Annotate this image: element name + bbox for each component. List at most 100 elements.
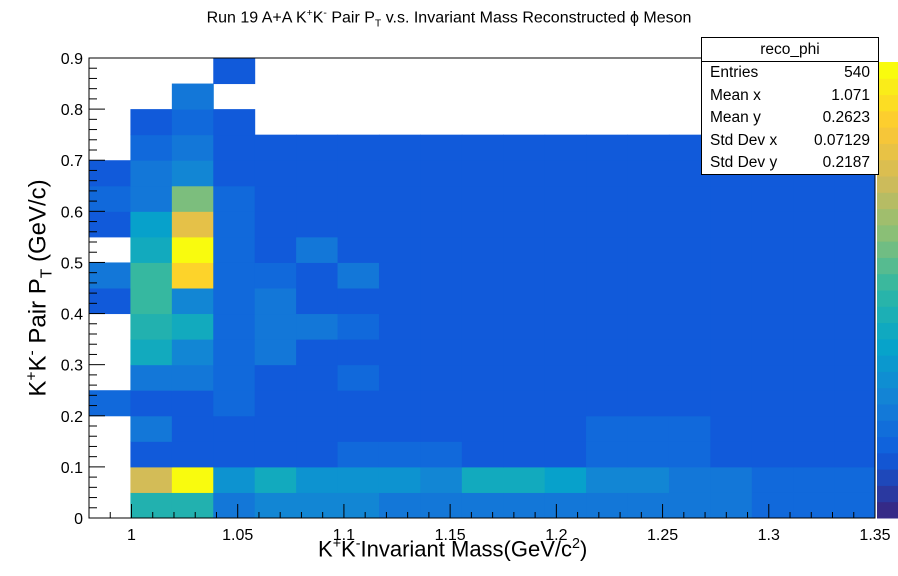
palette-segment [877, 485, 898, 503]
heatmap-cell [254, 236, 297, 263]
heatmap-cell [710, 185, 753, 212]
heatmap-cell [171, 288, 214, 315]
heatmap-cell [668, 466, 711, 493]
heatmap-cell [130, 466, 173, 493]
y-tick-label: 0.4 [61, 307, 83, 324]
heatmap-cell [171, 390, 214, 417]
heatmap-cell [834, 339, 876, 366]
heatmap-cell [337, 492, 380, 519]
heatmap-cell [254, 134, 297, 161]
heatmap-cell [254, 313, 297, 340]
heatmap-cell [503, 415, 546, 442]
heatmap-cell [130, 313, 173, 340]
heatmap-cell [751, 466, 794, 493]
heatmap-cell [171, 441, 214, 468]
heatmap-cell [337, 466, 380, 493]
heatmap-cell [544, 313, 587, 340]
heatmap-cell [89, 211, 131, 238]
heatmap-cell [793, 466, 836, 493]
heatmap-cell [544, 211, 587, 238]
heatmap-cell [668, 313, 711, 340]
heatmap-cell [337, 185, 380, 212]
x-tick-label: 1.2 [545, 527, 567, 544]
x-tick-label: 1 [127, 527, 136, 544]
heatmap-cell [213, 492, 256, 519]
heatmap-cell [544, 160, 587, 187]
heatmap-cell [668, 415, 711, 442]
heatmap-cell [668, 288, 711, 315]
heatmap-cell [171, 160, 214, 187]
heatmap-cell [378, 441, 421, 468]
heatmap-cell [213, 364, 256, 391]
heatmap-cell [668, 185, 711, 212]
palette-segment [877, 192, 898, 210]
palette-segment [877, 371, 898, 389]
y-axis-label: K+K- Pair PT (GeV/c) [23, 179, 56, 397]
heatmap-cell [130, 236, 173, 263]
heatmap-cell [171, 134, 214, 161]
heatmap-cell [130, 211, 173, 238]
heatmap-cell [461, 236, 504, 263]
heatmap-cell [378, 211, 421, 238]
palette-segment [877, 306, 898, 324]
palette-segment [877, 273, 898, 291]
heatmap-cell [503, 466, 546, 493]
palette-segment [877, 387, 898, 405]
palette-segment [877, 94, 898, 112]
palette-segment [877, 110, 898, 128]
heatmap-cell [130, 262, 173, 289]
heatmap-cell [296, 364, 339, 391]
heatmap-cell [420, 313, 463, 340]
heatmap-cell [420, 415, 463, 442]
heatmap-cell [337, 288, 380, 315]
heatmap-cell [544, 441, 587, 468]
heatmap-cell [213, 58, 256, 85]
palette-segment [877, 290, 898, 307]
heatmap-cell [544, 288, 587, 315]
heatmap-cell [503, 262, 546, 289]
heatmap-cell [171, 492, 214, 519]
heatmap-cell [751, 390, 794, 417]
heatmap-cell [378, 160, 421, 187]
heatmap-cell [627, 492, 670, 519]
heatmap-cell [710, 288, 753, 315]
stats-row-mean-y: Mean y 0.2623 [710, 109, 870, 127]
heatmap-cell [461, 185, 504, 212]
heatmap-cell [834, 415, 876, 442]
heatmap-cell [296, 390, 339, 417]
heatmap-cell [130, 364, 173, 391]
heatmap-cell [213, 211, 256, 238]
palette-segment [877, 176, 898, 193]
y-tick-label: 0.7 [61, 153, 83, 170]
heatmap-cell [296, 262, 339, 289]
heatmap-cell [627, 466, 670, 493]
heatmap-cell [503, 492, 546, 519]
heatmap-cell [420, 134, 463, 161]
heatmap-cell [420, 390, 463, 417]
heatmap-cell [378, 364, 421, 391]
heatmap-cell [627, 313, 670, 340]
heatmap-cell [503, 441, 546, 468]
heatmap-cell [627, 211, 670, 238]
heatmap-cell [461, 441, 504, 468]
heatmap-cell [213, 466, 256, 493]
stats-row-std-x: Std Dev x 0.07129 [710, 131, 870, 149]
heatmap-cell [503, 390, 546, 417]
heatmap-cell [337, 313, 380, 340]
heatmap-cell [337, 211, 380, 238]
palette-segment [877, 78, 898, 96]
heatmap-cell [627, 262, 670, 289]
heatmap-cell [130, 390, 173, 417]
heatmap-cell [213, 441, 256, 468]
heatmap-cell [710, 492, 753, 519]
heatmap-cell [378, 134, 421, 161]
stats-row-mean-x: Mean x 1.071 [710, 86, 870, 104]
heatmap-cell [710, 313, 753, 340]
heatmap-cell [254, 415, 297, 442]
heatmap-cell [834, 236, 876, 263]
heatmap-cell [378, 288, 421, 315]
palette-segment [877, 322, 898, 340]
heatmap-cell [544, 339, 587, 366]
heatmap-cell [213, 262, 256, 289]
heatmap-cell [586, 134, 629, 161]
